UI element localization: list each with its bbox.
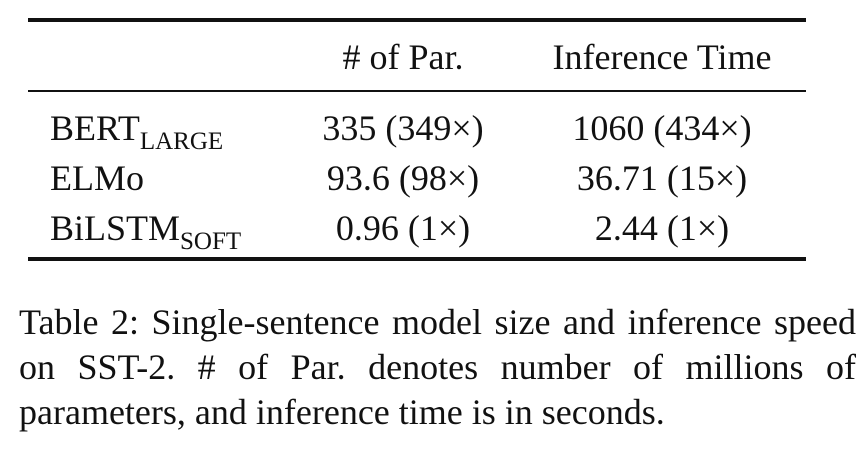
- row-params: 93.6 (98×): [326, 158, 480, 198]
- model-name: BiLSTM: [50, 208, 181, 248]
- header-inference-time: Inference Time: [552, 37, 772, 77]
- row-model-name: BERTLARGE: [50, 108, 224, 155]
- model-name: BERT: [50, 108, 140, 148]
- table-caption: Table 2: Single-sentence model size and …: [19, 302, 856, 432]
- row-model-name: ELMo: [50, 158, 144, 203]
- table-top-rule: [28, 18, 806, 22]
- row-params: 0.96 (1×): [335, 208, 471, 248]
- table-header-rule: [28, 90, 806, 92]
- row-model-name: BiLSTMSOFT: [50, 208, 242, 255]
- model-subscript: LARGE: [139, 128, 224, 155]
- header-params: # of Par.: [342, 37, 464, 77]
- model-name: ELMo: [50, 158, 144, 198]
- row-inference-time: 36.71 (15×): [576, 158, 748, 198]
- row-inference-time: 2.44 (1×): [594, 208, 730, 248]
- row-inference-time: 1060 (434×): [572, 108, 752, 148]
- model-subscript: SOFT: [180, 228, 242, 255]
- row-params: 335 (349×): [322, 108, 484, 148]
- table-bottom-rule: [28, 257, 806, 261]
